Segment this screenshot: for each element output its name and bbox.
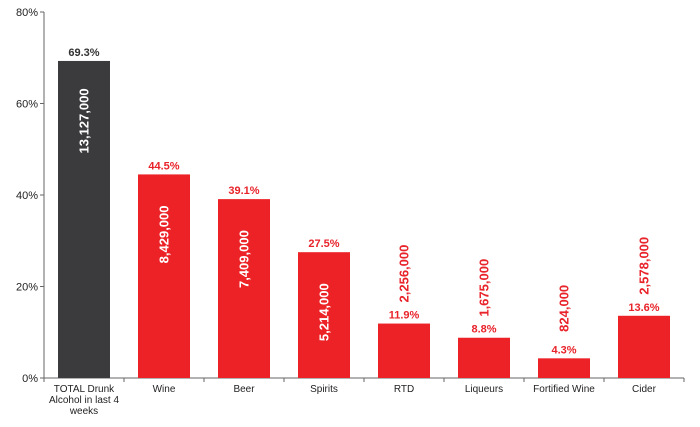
y-tick-label: 40% — [16, 190, 38, 202]
bar — [218, 199, 270, 378]
bar — [378, 323, 430, 378]
bar — [58, 60, 110, 378]
bar — [138, 174, 190, 378]
percent-label: 13.6% — [628, 302, 659, 314]
x-tick-label: RTD — [394, 384, 414, 395]
x-tick-label: Wine — [153, 384, 176, 395]
x-tick-label: Cider — [632, 384, 657, 395]
bar — [618, 315, 670, 378]
bar — [298, 252, 350, 378]
percent-label: 39.1% — [228, 185, 259, 197]
percent-label: 44.5% — [148, 160, 179, 172]
y-tick-label: 60% — [16, 99, 38, 111]
count-label: 2,256,000 — [397, 245, 412, 303]
percent-label: 4.3% — [551, 344, 576, 356]
y-tick-label: 0% — [22, 373, 38, 385]
y-tick-label: 20% — [16, 282, 38, 294]
x-tick-label: Spirits — [310, 384, 338, 395]
count-label: 13,127,000 — [77, 88, 92, 153]
x-tick-label: weeks — [69, 406, 98, 417]
count-label: 2,578,000 — [637, 237, 652, 295]
x-tick-label: TOTAL Drunk — [54, 384, 115, 395]
bar — [458, 337, 510, 378]
percent-label: 11.9% — [389, 310, 420, 322]
count-label: 7,409,000 — [237, 230, 252, 288]
percent-label: 8.8% — [471, 324, 496, 336]
count-label: 1,675,000 — [477, 259, 492, 317]
count-label: 8,429,000 — [157, 205, 172, 263]
count-label: 5,214,000 — [317, 283, 332, 341]
percent-label: 27.5% — [308, 238, 339, 250]
count-label: 824,000 — [557, 285, 572, 332]
x-tick-label: Liqueurs — [465, 384, 503, 395]
x-tick-label: Alcohol in last 4 — [49, 395, 119, 406]
bar — [538, 358, 590, 378]
x-tick-label: Beer — [233, 384, 255, 395]
y-tick-label: 80% — [16, 7, 38, 19]
percent-label: 69.3% — [68, 47, 99, 59]
x-tick-label: Fortified Wine — [533, 384, 595, 395]
